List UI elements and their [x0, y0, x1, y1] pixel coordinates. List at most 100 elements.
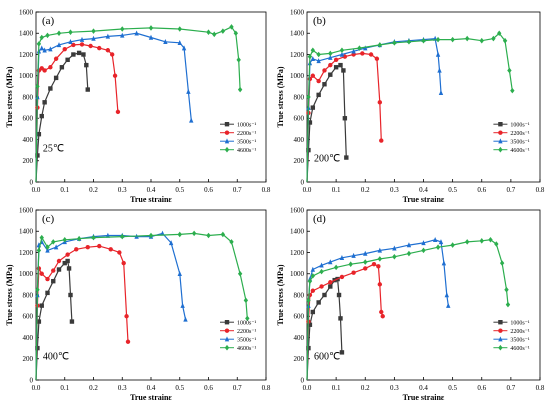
data-point — [85, 87, 90, 92]
data-point — [51, 278, 56, 284]
data-point — [220, 231, 226, 238]
legend-label: 1000s⁻¹ — [237, 123, 257, 129]
data-point — [507, 67, 512, 74]
data-point — [45, 32, 50, 39]
x-tick-label: 0.7 — [507, 186, 516, 194]
data-point — [51, 239, 56, 245]
data-point — [56, 42, 62, 48]
x-tick-label: 0.4 — [147, 186, 156, 194]
x-tick-label: 0.3 — [118, 186, 127, 194]
data-point — [444, 292, 449, 298]
series-2200s-1 — [35, 243, 131, 381]
series-3500s-1 — [306, 236, 451, 381]
legend-marker — [224, 336, 230, 342]
x-tick-label: 0.1 — [332, 384, 341, 392]
data-point — [148, 232, 154, 239]
y-tick-label: 800 — [294, 291, 305, 299]
data-point — [53, 244, 59, 250]
data-point — [371, 261, 377, 267]
data-point — [504, 286, 509, 293]
data-point — [125, 339, 131, 344]
data-point — [91, 35, 96, 41]
data-point — [186, 88, 191, 94]
y-tick-label: 1600 — [19, 8, 34, 16]
data-point — [45, 290, 50, 296]
y-tick-label: 0 — [30, 376, 34, 384]
temperature-label: 600℃ — [314, 352, 340, 363]
y-axis-label: True stress (MPa) — [5, 264, 14, 325]
x-axis-label: True strainε — [403, 393, 445, 402]
data-point — [236, 57, 241, 63]
data-point — [97, 243, 102, 249]
x-tick-label: 0.8 — [536, 186, 545, 194]
data-point — [376, 264, 381, 269]
y-tick-label: 600 — [23, 313, 34, 321]
data-point — [336, 292, 342, 298]
data-point — [91, 28, 96, 34]
data-point — [333, 264, 339, 271]
data-point — [117, 250, 122, 255]
data-point — [510, 87, 515, 94]
data-point — [351, 270, 356, 275]
data-point — [120, 26, 125, 32]
y-tick-label: 1400 — [19, 228, 34, 236]
data-point — [189, 117, 194, 123]
legend-marker — [498, 130, 503, 135]
y-tick-label: 1200 — [290, 249, 305, 257]
x-tick-label: 0.0 — [303, 186, 312, 194]
data-point — [85, 244, 90, 250]
data-point — [48, 86, 53, 91]
data-point — [342, 116, 348, 121]
y-tick-label: 0 — [301, 178, 305, 186]
data-point — [379, 138, 384, 143]
data-point — [79, 42, 85, 47]
series-line — [35, 43, 119, 183]
data-point — [380, 314, 385, 319]
data-point — [45, 247, 50, 253]
legend-marker — [498, 138, 503, 144]
y-tick-label: 200 — [294, 355, 305, 363]
data-point — [39, 303, 44, 308]
x-tick-label: 0.1 — [332, 186, 341, 194]
y-axis-label: True stress (MPa) — [276, 66, 285, 127]
y-tick-label: 0 — [30, 178, 34, 186]
data-point — [307, 322, 313, 327]
x-tick-label: 0.1 — [60, 186, 69, 194]
legend-label: 2200s⁻¹ — [237, 329, 257, 335]
data-point — [177, 26, 182, 32]
data-point — [36, 41, 42, 47]
data-point — [206, 29, 211, 35]
data-point — [446, 302, 451, 308]
panel-label: (d) — [313, 213, 326, 225]
data-point — [105, 33, 111, 39]
x-tick-label: 0.7 — [233, 384, 242, 392]
data-point — [316, 92, 321, 98]
y-tick-label: 400 — [294, 136, 305, 144]
data-point — [177, 270, 182, 276]
data-point — [499, 260, 505, 266]
data-point — [306, 94, 311, 100]
data-point — [307, 278, 313, 284]
data-point — [115, 109, 121, 115]
data-point — [351, 48, 356, 54]
data-point — [97, 45, 102, 51]
y-tick-label: 600 — [23, 115, 34, 123]
data-point — [108, 247, 113, 252]
legend-label: 2200s⁻¹ — [510, 329, 530, 335]
legend-label: 4600s⁻¹ — [510, 148, 530, 154]
data-point — [56, 267, 62, 272]
x-tick-label: 0.4 — [419, 186, 428, 194]
data-point — [39, 271, 44, 276]
data-point — [339, 255, 345, 261]
data-point — [45, 244, 50, 250]
data-point — [316, 58, 321, 64]
data-point — [109, 52, 115, 57]
data-point — [319, 262, 324, 268]
x-tick-label: 0.6 — [477, 186, 486, 194]
data-point — [45, 276, 50, 282]
data-point — [363, 250, 368, 256]
legend-label: 3500s⁻¹ — [510, 338, 530, 344]
data-point — [438, 239, 444, 245]
data-point — [363, 266, 368, 271]
